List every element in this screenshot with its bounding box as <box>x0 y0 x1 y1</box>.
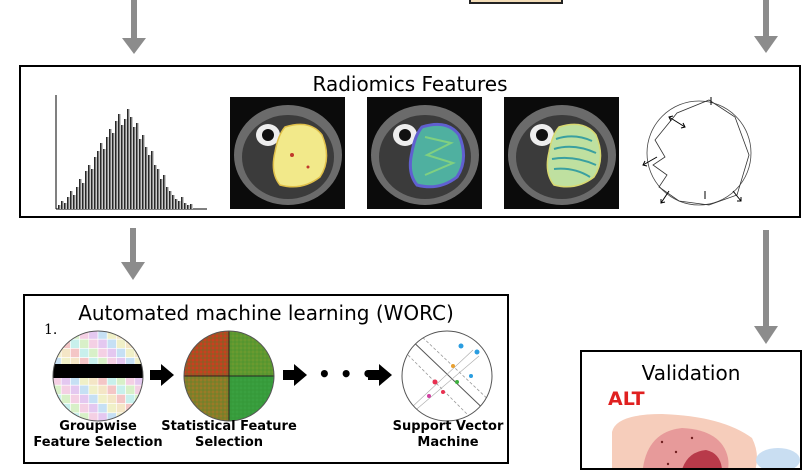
validation-panel: Validation <box>580 350 802 470</box>
right-arrow-icon <box>150 364 174 386</box>
groupwise-feature-selection-icon <box>52 330 144 422</box>
ellipsis: • • • <box>318 362 376 386</box>
validation-map-graphic <box>612 414 800 468</box>
step-label-statistical: Statistical Feature Selection <box>161 419 297 450</box>
down-arrow-icon <box>754 0 778 53</box>
shape-contour-icon <box>642 97 752 206</box>
statistical-feature-selection-icon <box>183 330 275 422</box>
down-arrow-icon <box>121 228 145 280</box>
validation-title: Validation <box>641 361 741 385</box>
right-arrow-icon <box>283 364 307 386</box>
step-number: 1. <box>44 322 58 338</box>
radiomics-title: Radiomics Features <box>312 72 508 96</box>
validation-label-alt: ALT <box>608 388 645 410</box>
down-arrow-icon <box>122 0 146 54</box>
step-label-svm: Support Vector Machine <box>392 419 504 450</box>
mri-slice-icon <box>367 97 482 209</box>
histogram-icon <box>55 95 207 210</box>
mri-slice-icon <box>504 97 619 209</box>
step-label-groupwise: Groupwise Feature Selection <box>33 419 163 450</box>
down-arrow-icon <box>754 230 778 344</box>
automl-title: Automated machine learning (WORC) <box>78 301 454 325</box>
mri-slice-icon <box>230 97 345 209</box>
support-vector-machine-icon <box>401 330 493 422</box>
right-arrow-icon <box>368 364 392 386</box>
top-box-fragment <box>469 0 563 4</box>
